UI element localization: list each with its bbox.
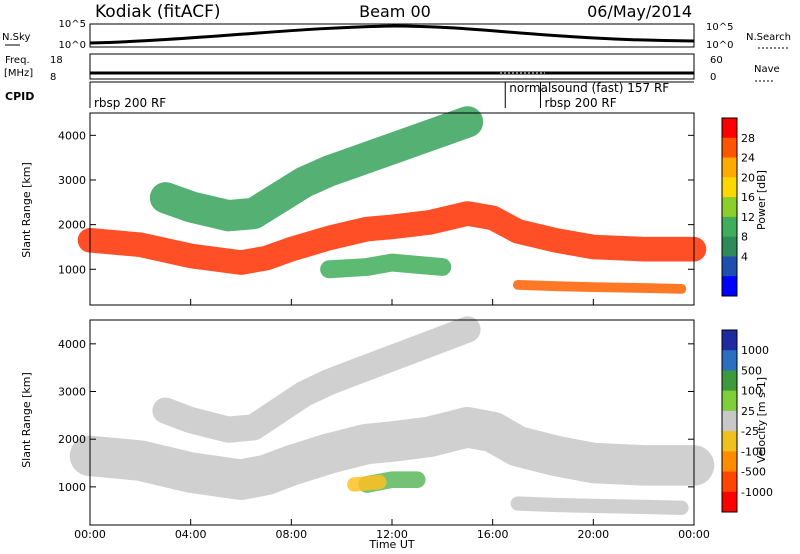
time-x-tick-label: 00:00	[74, 528, 106, 541]
power-colorbar-tick-label: 8	[741, 231, 748, 244]
nsky-tick-top: 10^5	[59, 19, 86, 30]
velocity-colorbar-label: Velocity [m s-1]	[755, 377, 768, 463]
cpid-segment-label: rbsp 200 RF	[94, 96, 166, 110]
power-colorbar-tick-label: 28	[741, 132, 755, 145]
power-colorbar-swatch	[722, 157, 737, 178]
station-title: Kodiak (fitACF)	[95, 2, 221, 22]
time-x-tick-label: 04:00	[175, 528, 207, 541]
time-x-tick-label: 20:00	[577, 528, 609, 541]
power-colorbar-swatch	[722, 197, 737, 218]
time-x-tick-label: 08:00	[275, 528, 307, 541]
power-data-band	[320, 253, 452, 279]
freq-tick-bottom: 8	[50, 72, 56, 83]
freq-unit: [MHz]	[4, 68, 33, 79]
time-x-tick-label: 16:00	[477, 528, 509, 541]
power-data-band	[149, 106, 484, 232]
power-y-tick-label: 1000	[58, 263, 86, 276]
velocity-y-tick-label: 1000	[58, 481, 86, 494]
nsearch-tick-bottom: 10^0	[706, 40, 733, 51]
velocity-panel: 1000 2000 3000 4000 Slant Range [km]	[20, 316, 715, 526]
nave-tick-top: 60	[710, 55, 723, 66]
beam-title: Beam 00	[359, 2, 431, 21]
nave-label: Nave	[754, 64, 780, 75]
velocity-y-ticks: 1000 2000 3000 4000	[58, 338, 694, 494]
velocity-data-band	[152, 316, 481, 443]
velocity-y-tick-label: 2000	[58, 433, 86, 446]
nave-tick-bottom: 0	[710, 72, 716, 83]
nsky-trace	[89, 24, 695, 45]
freq-tick-top: 18	[50, 55, 63, 66]
velocity-colorbar-tick-label: 1000	[741, 344, 769, 357]
velocity-colorbar-swatch	[722, 390, 737, 412]
power-colorbar-swatch	[722, 276, 737, 297]
power-y-tick-label: 3000	[58, 174, 86, 187]
power-panel: 1000 2000 3000 4000 Slant Range [km]	[20, 106, 707, 306]
velocity-bands	[69, 316, 715, 515]
power-colorbar-tick-label: 20	[741, 171, 755, 184]
velocity-colorbar-swatch	[722, 370, 737, 392]
power-colorbar-swatch	[722, 177, 737, 198]
power-y-axis-label: Slant Range [km]	[20, 162, 33, 258]
time-x-tick-label: 12:00	[376, 528, 408, 541]
velocity-data-band	[510, 496, 689, 515]
velocity-colorbar-swatch	[722, 491, 737, 513]
velocity-colorbar-swatch	[722, 330, 737, 351]
velocity-data-band	[69, 407, 715, 500]
power-colorbar-tick-label: 12	[741, 211, 755, 224]
velocity-colorbar-tick-label: -100	[741, 445, 766, 458]
power-bands	[77, 106, 707, 294]
power-colorbar-swatch	[722, 118, 737, 139]
velocity-colorbar-swatch	[722, 471, 737, 493]
freq-label: Freq.	[5, 55, 30, 66]
cpid-segment-label: rbsp 200 RF	[544, 96, 616, 110]
power-colorbar-frame	[721, 117, 738, 297]
velocity-colorbar-swatch	[722, 410, 737, 432]
velocity-colorbar: 1000 500 100 25 -25 -100 -500 -1000	[721, 329, 773, 513]
power-colorbar-tick-label: 24	[741, 152, 755, 165]
cpid-label: CPID	[5, 90, 34, 103]
velocity-colorbar-tick-label: 500	[741, 364, 762, 377]
power-colorbar-swatch	[722, 216, 737, 238]
freq-strip-frame	[89, 53, 695, 80]
nsearch-label: N.Search	[746, 32, 791, 43]
velocity-y-tick-label: 3000	[58, 386, 86, 399]
power-colorbar: 28 24 20 16 12 8 4	[721, 117, 755, 297]
power-colorbar-swatch	[722, 236, 737, 257]
nsky-strip-frame	[89, 23, 695, 48]
power-y-tick-label: 4000	[58, 129, 86, 142]
velocity-colorbar-tick-label: 100	[741, 385, 762, 398]
power-data-band	[512, 280, 687, 294]
cpid-segment-label: normalsound (fast) 157 RF	[509, 81, 669, 95]
power-y-ticks: 1000 2000 3000 4000	[58, 129, 694, 276]
velocity-colorbar-frame	[721, 329, 738, 513]
velocity-y-tick-label: 4000	[58, 338, 86, 351]
date-title: 06/May/2014	[587, 2, 692, 21]
velocity-colorbar-tick-label: -25	[741, 425, 759, 438]
velocity-colorbar-swatch	[722, 350, 737, 371]
time-x-ticks: 00:00 04:00 08:00 12:00 16:00 20:00 00:00	[74, 299, 710, 541]
time-x-tick-label: 00:00	[678, 528, 710, 541]
nsky-label: N.Sky	[2, 32, 30, 43]
velocity-y-axis-label: Slant Range [km]	[20, 372, 33, 468]
power-colorbar-tick-label: 16	[741, 191, 755, 204]
velocity-colorbar-tick-label: -1000	[741, 486, 773, 499]
power-data-band	[77, 201, 707, 275]
velocity-data-band	[347, 474, 387, 492]
nsearch-tick-top: 10^5	[706, 22, 733, 33]
time-axis-label: Time UT	[368, 538, 414, 551]
power-y-tick-label: 2000	[58, 219, 86, 232]
power-colorbar-label: Power [dB]	[755, 170, 768, 230]
velocity-colorbar-swatch	[722, 431, 737, 452]
power-colorbar-tick-label: 4	[741, 250, 748, 263]
power-colorbar-swatch	[722, 137, 737, 159]
velocity-colorbar-tick-label: 25	[741, 405, 755, 418]
nsky-tick-bottom: 10^0	[59, 40, 86, 51]
power-colorbar-swatch	[722, 256, 737, 277]
velocity-colorbar-tick-label: -500	[741, 466, 766, 479]
velocity-colorbar-swatch	[722, 451, 737, 473]
